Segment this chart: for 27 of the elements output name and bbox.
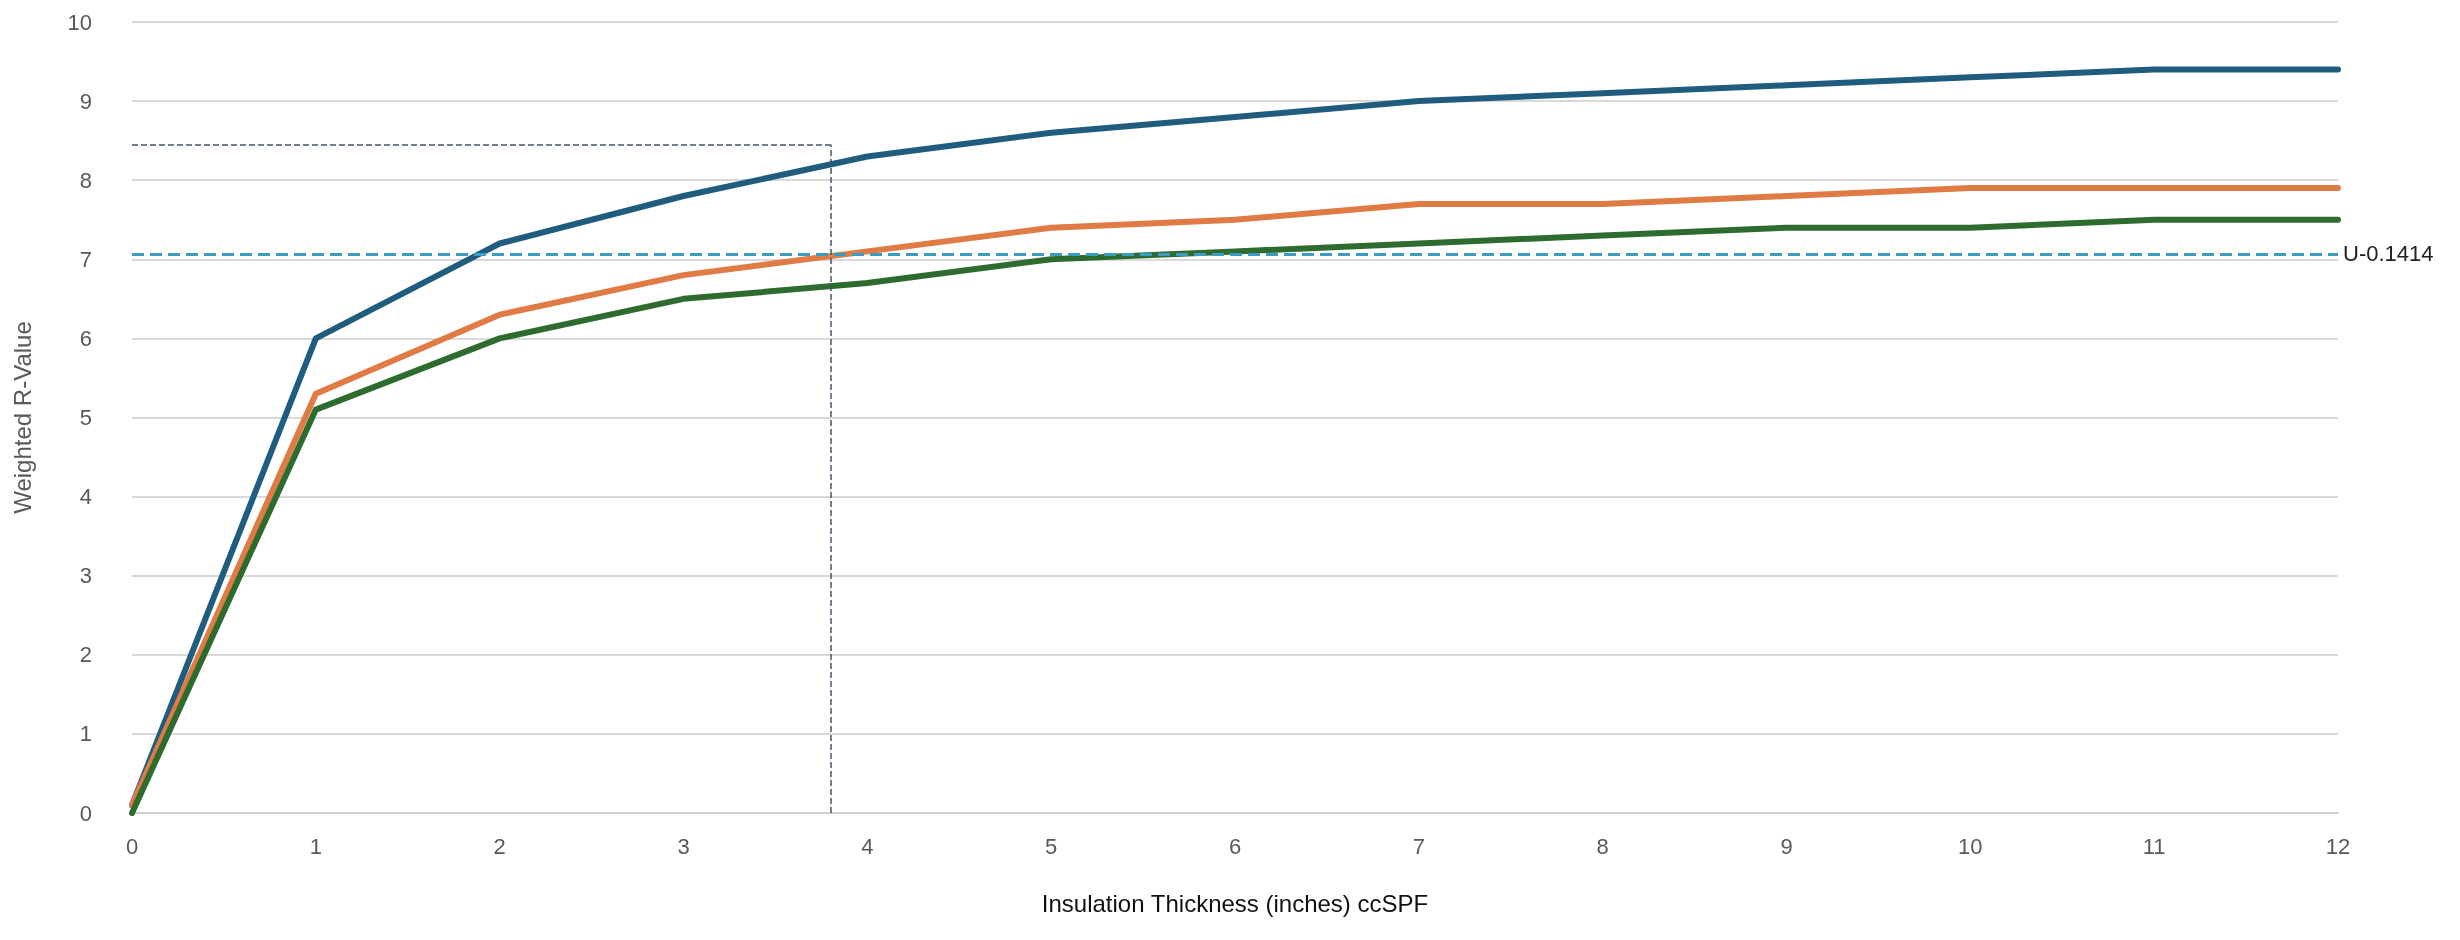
x-tick-label: 12 xyxy=(2325,833,2351,859)
x-tick-label: 11 xyxy=(2142,833,2166,859)
x-axis-title: Insulation Thickness (inches) ccSPF xyxy=(1041,889,1429,917)
x-tick-label: 3 xyxy=(677,833,690,859)
x-tick-label: 4 xyxy=(861,833,874,859)
x-tick-label: 1 xyxy=(309,833,322,859)
y-tick-label: 3 xyxy=(79,563,92,589)
x-tick-label: 5 xyxy=(1045,833,1058,859)
ref-line-label: U-0.1414 xyxy=(2343,241,2434,267)
x-tick-label: 0 xyxy=(125,833,139,859)
y-tick-label: 6 xyxy=(79,325,92,351)
x-tick-label: 8 xyxy=(1596,833,1609,859)
x-tick-label: 10 xyxy=(1958,833,1983,859)
y-tick-label: 2 xyxy=(79,642,92,668)
y-tick-label: 1 xyxy=(79,721,92,747)
y-axis-title: Weighted R-Value xyxy=(8,321,36,514)
y-tick-label: 10 xyxy=(67,9,92,35)
y-tick-label: 8 xyxy=(79,167,92,193)
x-tick-label: 2 xyxy=(493,833,506,859)
y-tick-label: 4 xyxy=(79,484,92,510)
x-tick-label: 9 xyxy=(1780,833,1793,859)
x-tick-label: 6 xyxy=(1228,833,1242,859)
y-tick-label: 5 xyxy=(79,405,92,430)
y-tick-label: 9 xyxy=(79,88,92,114)
x-tick-label: 7 xyxy=(1412,833,1425,859)
y-tick-label: 7 xyxy=(79,246,92,272)
y-tick-label: 0 xyxy=(79,800,92,826)
